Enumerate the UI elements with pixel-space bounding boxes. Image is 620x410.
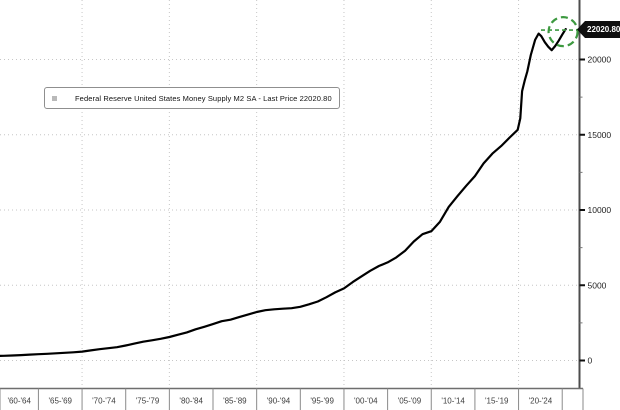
x-tick-label: '70-'74: [92, 397, 116, 406]
y-tick-label: 20000: [588, 55, 612, 65]
legend-box[interactable]: Federal Reserve United States Money Supp…: [44, 87, 340, 109]
m2-series-path: [0, 28, 567, 357]
x-tick-label: '15-'19: [485, 397, 509, 406]
legend-label: Federal Reserve United States Money Supp…: [75, 93, 332, 103]
x-tick-label: '65-'69: [48, 397, 72, 406]
x-tick-label: '00-'04: [354, 397, 378, 406]
series-line: [0, 28, 567, 357]
x-tick-label: '10-'14: [441, 397, 465, 406]
last-price-tag: 22020.80: [577, 21, 620, 38]
last-price-value: 22020.80: [587, 25, 620, 34]
x-tick-label: '85-'89: [223, 397, 247, 406]
y-tick-label: 10000: [588, 205, 612, 215]
y-tick-label: 5000: [588, 280, 607, 290]
annotation-group: [541, 16, 580, 48]
y-tick-label: 0: [588, 356, 593, 366]
y-tick-label: 15000: [588, 130, 612, 140]
x-tick-label: '75-'79: [136, 397, 160, 406]
x-tick-label: '80-'84: [179, 397, 203, 406]
x-axis-band: '60-'64 '65-'69 '70-'74 '75-'79 '80-'84 '85-'…: [0, 387, 584, 410]
x-tick-label: '95-'99: [310, 397, 334, 406]
x-tick-label: '60-'64: [7, 397, 31, 406]
x-tick-label: '05-'09: [398, 397, 422, 406]
y-axis: 20000 15000 10000 5000 0: [578, 0, 612, 389]
legend-drag-handle-icon: [52, 95, 57, 101]
x-tick-label: '90-'94: [267, 397, 291, 406]
highlight-circle: [547, 16, 579, 48]
gridlines: [0, 0, 579, 389]
series-swatch-icon: [62, 94, 70, 102]
x-tick-label: '20-'24: [529, 397, 553, 406]
